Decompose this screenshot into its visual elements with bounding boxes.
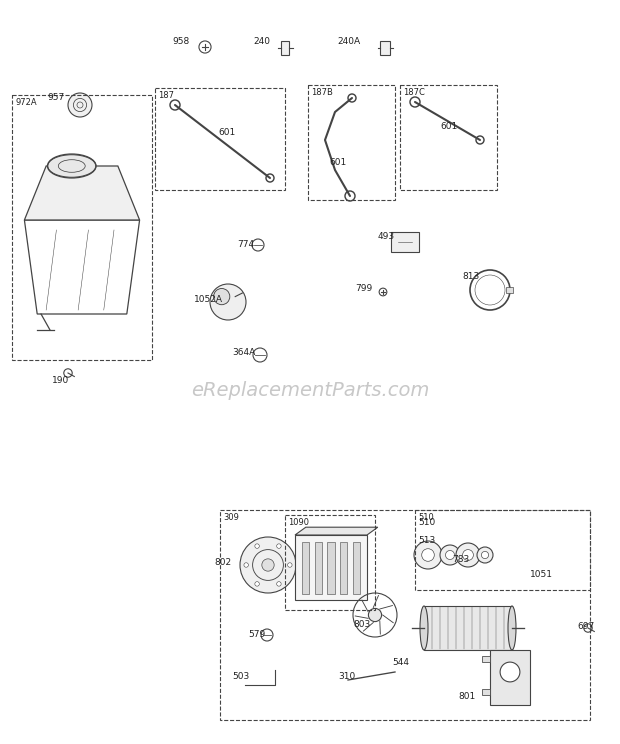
Text: 309: 309 bbox=[223, 513, 239, 522]
Circle shape bbox=[422, 549, 434, 561]
Circle shape bbox=[481, 551, 489, 559]
Bar bbox=[220, 510, 590, 720]
Text: 803: 803 bbox=[353, 620, 370, 629]
Bar bbox=[315, 542, 322, 594]
Text: 601: 601 bbox=[440, 122, 457, 131]
Bar bbox=[424, 606, 512, 650]
Circle shape bbox=[255, 582, 259, 586]
Ellipse shape bbox=[420, 606, 428, 650]
Circle shape bbox=[476, 136, 484, 144]
Bar bbox=[482, 688, 490, 695]
Circle shape bbox=[68, 93, 92, 117]
Circle shape bbox=[266, 174, 274, 182]
Circle shape bbox=[446, 551, 454, 559]
Bar bbox=[295, 535, 367, 600]
Text: 801: 801 bbox=[458, 692, 476, 701]
Circle shape bbox=[262, 559, 274, 571]
Text: 364A: 364A bbox=[232, 348, 255, 357]
Ellipse shape bbox=[48, 154, 96, 178]
Text: 802: 802 bbox=[215, 558, 232, 567]
Bar bbox=[281, 42, 290, 54]
Circle shape bbox=[410, 97, 420, 107]
Text: 579: 579 bbox=[248, 630, 265, 639]
Circle shape bbox=[463, 550, 474, 560]
Bar bbox=[506, 287, 513, 293]
Bar bbox=[12, 95, 152, 360]
Circle shape bbox=[456, 543, 480, 567]
Circle shape bbox=[368, 609, 381, 621]
Bar bbox=[490, 650, 530, 705]
Bar bbox=[380, 41, 390, 55]
Bar bbox=[327, 542, 335, 594]
Text: 1051: 1051 bbox=[530, 570, 553, 579]
Circle shape bbox=[214, 289, 230, 305]
Circle shape bbox=[210, 284, 246, 320]
Text: 601: 601 bbox=[329, 158, 346, 167]
Polygon shape bbox=[24, 220, 140, 314]
Text: 1052A: 1052A bbox=[194, 295, 223, 304]
Circle shape bbox=[277, 582, 281, 586]
Bar bbox=[353, 542, 360, 594]
Circle shape bbox=[475, 275, 505, 305]
Text: 187: 187 bbox=[158, 91, 174, 100]
Circle shape bbox=[500, 662, 520, 682]
Bar bbox=[285, 515, 375, 610]
Text: 783: 783 bbox=[452, 555, 469, 564]
Text: 510: 510 bbox=[418, 518, 435, 527]
Text: 813: 813 bbox=[462, 272, 479, 281]
Polygon shape bbox=[295, 527, 378, 535]
Text: 187C: 187C bbox=[403, 88, 425, 97]
Bar bbox=[391, 232, 419, 251]
Bar bbox=[415, 510, 590, 590]
Circle shape bbox=[348, 94, 356, 102]
Text: 493: 493 bbox=[378, 232, 395, 241]
Circle shape bbox=[255, 544, 259, 548]
Text: 240: 240 bbox=[253, 37, 270, 46]
Ellipse shape bbox=[508, 606, 516, 650]
Text: 544: 544 bbox=[392, 658, 409, 667]
Text: eReplacementParts.com: eReplacementParts.com bbox=[191, 380, 429, 400]
Bar bbox=[308, 85, 395, 200]
Bar bbox=[482, 655, 490, 662]
Text: 972A: 972A bbox=[15, 98, 37, 107]
Text: 799: 799 bbox=[355, 284, 372, 293]
Text: 601: 601 bbox=[218, 128, 235, 137]
Bar bbox=[400, 85, 497, 190]
Text: 503: 503 bbox=[232, 672, 249, 681]
Polygon shape bbox=[24, 166, 140, 220]
Bar bbox=[302, 542, 309, 594]
Text: 957: 957 bbox=[48, 93, 65, 102]
Circle shape bbox=[440, 545, 460, 565]
Circle shape bbox=[244, 562, 249, 567]
Text: 310: 310 bbox=[338, 672, 355, 681]
Bar bbox=[155, 88, 285, 190]
Text: 774: 774 bbox=[237, 240, 254, 249]
Circle shape bbox=[170, 100, 180, 110]
Text: 513: 513 bbox=[418, 536, 435, 545]
Circle shape bbox=[477, 547, 493, 563]
Text: 958: 958 bbox=[173, 37, 190, 46]
Text: 187B: 187B bbox=[311, 88, 333, 97]
Circle shape bbox=[414, 541, 442, 569]
Bar bbox=[340, 542, 347, 594]
Circle shape bbox=[240, 537, 296, 593]
Text: 1090: 1090 bbox=[288, 518, 309, 527]
Circle shape bbox=[345, 191, 355, 201]
Text: 697: 697 bbox=[577, 622, 594, 631]
Circle shape bbox=[277, 544, 281, 548]
Circle shape bbox=[288, 562, 292, 567]
Text: 240A: 240A bbox=[337, 37, 360, 46]
Text: 510: 510 bbox=[418, 513, 434, 522]
Text: 190: 190 bbox=[52, 376, 69, 385]
